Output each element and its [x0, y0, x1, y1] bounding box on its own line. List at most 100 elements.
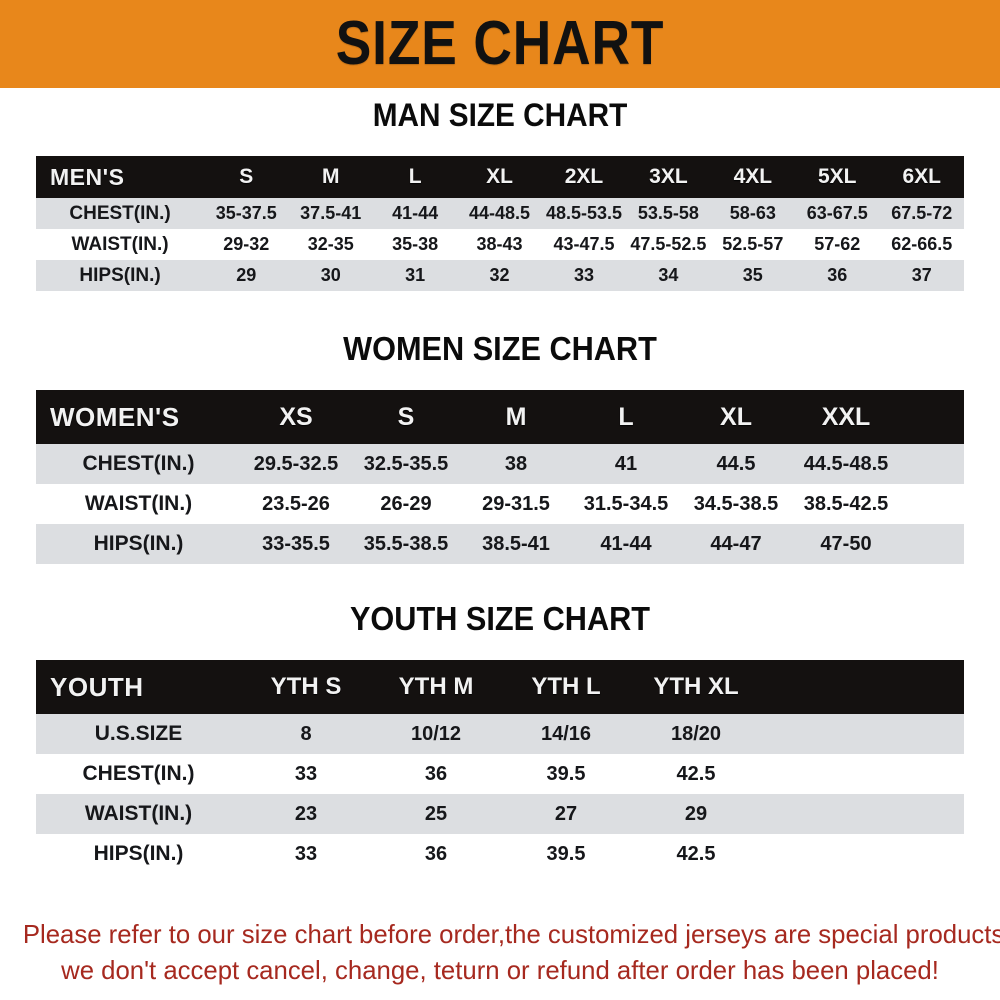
men-size-table: MEN'S S M L XL 2XL 3XL 4XL 5XL 6XL CHEST… [36, 156, 964, 291]
men-hips-2xl: 33 [573, 265, 594, 285]
men-chest-4xl: 58-63 [729, 203, 776, 223]
men-chest-xl: 44-48.5 [469, 203, 531, 223]
men-table-wrap: MEN'S S M L XL 2XL 3XL 4XL 5XL 6XL CHEST… [36, 156, 964, 291]
women-row-label-hips: HIPS(IN.) [93, 532, 184, 555]
women-row-label-waist: WAIST(IN.) [84, 492, 193, 515]
men-size-header-5xl: 5XL [817, 165, 857, 188]
return-policy-line-2: we don't accept cancel, change, teturn o… [61, 955, 939, 985]
youth-chest-s: 33 [294, 762, 318, 785]
youth-ussize-xl: 18/20 [670, 722, 722, 745]
youth-size-header-l: YTH L [531, 673, 601, 700]
table-row: WAIST(IN.) 23.5-26 26-29 29-31.5 31.5-34… [36, 484, 964, 524]
youth-chest-xl: 42.5 [676, 762, 716, 785]
women-chest-pad [901, 444, 964, 484]
youth-table-header-row: YOUTH YTH S YTH M YTH L YTH XL [36, 660, 964, 714]
women-waist-m: 29-31.5 [482, 492, 550, 515]
women-section-title: WOMEN SIZE CHART [343, 330, 657, 367]
table-row: HIPS(IN.) 29 30 31 32 33 34 35 36 37 [36, 260, 964, 291]
men-waist-6xl: 62-66.5 [891, 234, 953, 254]
men-hips-xl: 32 [489, 265, 510, 285]
women-size-header-xs: XS [279, 402, 313, 431]
youth-row-label-chest: CHEST(IN.) [82, 762, 195, 785]
women-size-header-s: S [397, 402, 415, 431]
page-title: SIZE CHART [335, 9, 665, 78]
men-chest-3xl: 53.5-58 [637, 203, 699, 223]
men-chest-l: 41-44 [392, 203, 439, 223]
women-hips-m: 38.5-41 [482, 532, 550, 555]
men-row-label-chest: CHEST(IN.) [69, 202, 171, 224]
women-table-wrap: WOMEN'S XS S M L XL XXL CHEST(IN.) 29.5-… [36, 390, 964, 564]
youth-size-header-xl: YTH XL [653, 673, 739, 700]
size-chart-banner: SIZE CHART [0, 0, 1000, 88]
table-row: WAIST(IN.) 23 25 27 29 [36, 794, 964, 834]
youth-size-header-m: YTH M [398, 673, 474, 700]
women-hips-xl: 44-47 [710, 532, 762, 555]
men-size-header-l: L [408, 165, 422, 188]
women-chest-xl: 44.5 [716, 452, 756, 475]
women-corner-label: WOMEN'S [50, 401, 180, 432]
men-row-label-waist: WAIST(IN.) [71, 233, 169, 255]
youth-hips-m: 36 [424, 842, 448, 865]
men-size-header-6xl: 6XL [902, 165, 941, 188]
youth-size-section: YOUTH SIZE CHART YOUTH YTH S YTH M YTH L… [0, 600, 1000, 874]
men-size-header-m: M [321, 165, 340, 188]
men-waist-m: 32-35 [307, 234, 354, 254]
women-size-header-xxl: XXL [821, 402, 871, 431]
men-waist-3xl: 47.5-52.5 [630, 234, 707, 254]
men-size-section: MAN SIZE CHART MEN'S S M L XL 2XL 3XL 4X… [0, 96, 1000, 291]
youth-waist-xl: 29 [684, 802, 708, 825]
men-hips-s: 29 [236, 265, 257, 285]
men-size-header-xl: XL [486, 165, 513, 188]
men-hips-l: 31 [405, 265, 426, 285]
youth-table-wrap: YOUTH YTH S YTH M YTH L YTH XL U.S.SIZE … [36, 660, 964, 874]
youth-ussize-m: 10/12 [410, 722, 462, 745]
table-row: CHEST(IN.) 35-37.5 37.5-41 41-44 44-48.5… [36, 198, 964, 229]
women-size-table: WOMEN'S XS S M L XL XXL CHEST(IN.) 29.5-… [36, 390, 964, 564]
women-hips-l: 41-44 [600, 532, 652, 555]
women-chest-xs: 29.5-32.5 [253, 452, 339, 475]
youth-chest-l: 39.5 [546, 762, 586, 785]
men-waist-4xl: 52.5-57 [722, 234, 784, 254]
table-row: WAIST(IN.) 29-32 32-35 35-38 38-43 43-47… [36, 229, 964, 260]
men-chest-2xl: 48.5-53.5 [545, 203, 622, 223]
return-policy-line-1: Please refer to our size chart before or… [22, 919, 1000, 949]
men-hips-5xl: 36 [827, 265, 848, 285]
youth-hips-s: 33 [294, 842, 318, 865]
youth-ussize-s: 8 [300, 722, 312, 745]
women-chest-s: 32.5-35.5 [363, 452, 449, 475]
men-size-header-2xl: 2XL [564, 165, 604, 188]
women-hips-xs: 33-35.5 [262, 532, 330, 555]
women-size-header-l: L [618, 402, 634, 431]
women-size-header-xl: XL [720, 402, 752, 431]
youth-hips-pad [761, 834, 964, 874]
women-waist-xxl: 38.5-42.5 [803, 492, 889, 515]
youth-chest-pad [761, 754, 964, 794]
youth-hips-xl: 42.5 [676, 842, 716, 865]
men-size-header-s: S [239, 165, 254, 188]
women-chest-m: 38 [504, 452, 528, 475]
men-hips-3xl: 34 [658, 265, 679, 285]
youth-hips-l: 39.5 [546, 842, 586, 865]
men-chest-m: 37.5-41 [300, 203, 362, 223]
men-size-header-4xl: 4XL [733, 165, 773, 188]
women-hips-xxl: 47-50 [820, 532, 872, 555]
women-size-header-m: M [505, 402, 527, 431]
women-waist-l: 31.5-34.5 [583, 492, 669, 515]
youth-row-label-ussize: U.S.SIZE [94, 722, 183, 745]
men-size-header-3xl: 3XL [649, 165, 688, 188]
men-section-title: MAN SIZE CHART [372, 97, 628, 133]
men-waist-2xl: 43-47.5 [553, 234, 615, 254]
women-hips-s: 35.5-38.5 [363, 532, 449, 555]
women-chest-l: 41 [614, 452, 638, 475]
youth-header-pad [761, 660, 964, 714]
youth-row-label-hips: HIPS(IN.) [93, 842, 184, 865]
youth-section-title: YOUTH SIZE CHART [349, 600, 651, 637]
table-row: CHEST(IN.) 33 36 39.5 42.5 [36, 754, 964, 794]
men-waist-s: 29-32 [223, 234, 270, 254]
women-waist-s: 26-29 [380, 492, 432, 515]
table-row: CHEST(IN.) 29.5-32.5 32.5-35.5 38 41 44.… [36, 444, 964, 484]
women-header-pad [901, 390, 964, 444]
youth-waist-s: 23 [294, 802, 318, 825]
youth-row-label-waist: WAIST(IN.) [84, 802, 193, 825]
men-chest-s: 35-37.5 [215, 203, 277, 223]
